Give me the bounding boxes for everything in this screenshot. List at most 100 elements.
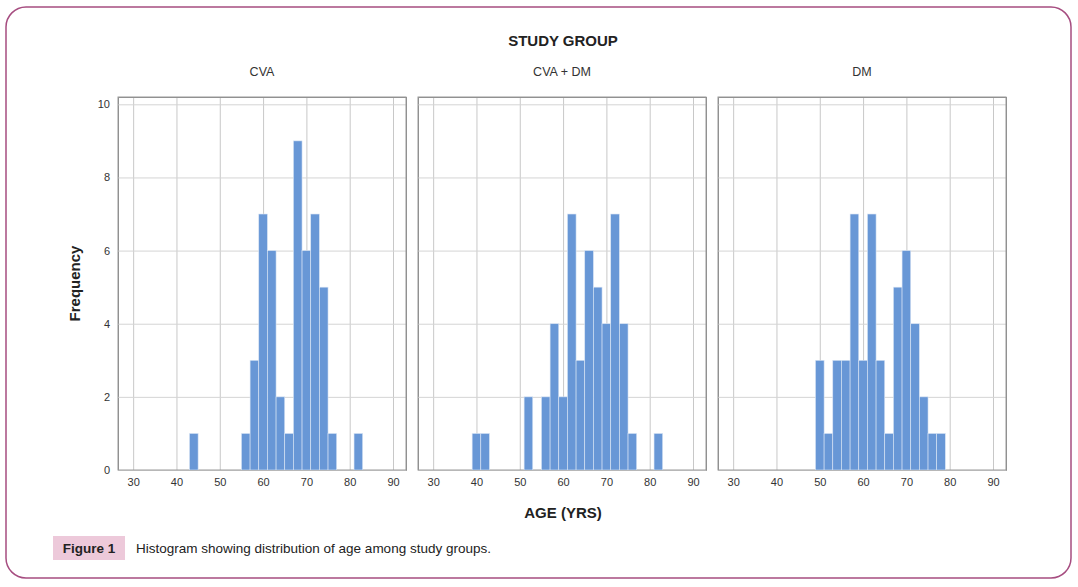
histogram-bar [585,251,594,470]
histogram-bar [619,324,628,470]
y-tick-label: 4 [104,318,110,330]
x-axis: 30405060708090 [419,97,707,488]
y-axis-line [419,98,707,471]
x-grid-line [950,97,951,470]
histogram-bar [267,251,276,470]
super-title: STUDY GROUP [508,32,618,49]
x-grid-line [733,97,734,470]
x-tick: 90 [387,97,399,488]
x-tick-label: 60 [257,476,269,488]
border [6,7,1071,578]
x-tick: 90 [987,97,999,488]
histogram-bar [611,214,620,470]
y-tick [718,251,1006,252]
x-grid-line [133,97,134,470]
x-grid-line [176,97,177,470]
panel-title: CVA + DM [533,65,591,79]
y-grid-line [118,104,406,105]
y-axis-title: Frequency [66,245,83,322]
histogram-bar [833,360,842,470]
histogram-bar [602,324,611,470]
histogram-bar [841,360,850,470]
histogram-bar [593,287,602,470]
histogram-bar [507,470,516,471]
y-axis [418,98,706,471]
x-axis: 30405060708090 [119,97,407,488]
panel: 30405060708090 [718,97,1007,488]
histogram-bar [645,470,654,471]
histogram-bar [311,214,320,470]
histogram-bar [481,433,490,470]
x-tick-label: 70 [901,476,913,488]
y-tick-label: 2 [104,391,110,403]
plot-frame [718,97,1006,470]
histogram-bar [319,287,328,470]
histogram-bar [241,433,250,470]
caption-label-box [53,536,125,560]
x-tick-label: 40 [171,476,183,488]
x-grid-line [220,97,221,470]
histogram-bar [628,433,637,470]
x-axis: 30405060708090 [719,97,1007,488]
histogram-bar [911,324,920,470]
x-tick-label: 90 [987,476,999,488]
y-tick [718,324,1006,325]
x-grid-line [433,97,434,470]
histogram-bar [902,251,911,470]
bars [815,214,945,470]
histogram-bar [354,433,363,470]
histogram-bar [937,433,946,470]
histogram-bar [250,360,259,470]
histogram-bar [515,470,524,471]
x-tick: 40 [471,97,483,488]
x-tick: 30 [428,97,440,488]
x-tick-label: 90 [387,476,399,488]
histogram-bar [919,397,928,470]
y-grid-line [418,324,706,325]
histogram-bar [637,470,646,471]
x-tick: 80 [644,97,656,488]
x-tick-label: 30 [428,476,440,488]
histogram-bar [328,433,337,470]
y-axis: 0246810 [98,98,406,477]
histogram-bar [276,397,285,470]
panel: 30405060708090 [418,97,707,488]
x-grid-line [650,97,651,470]
histogram-bar [189,433,198,470]
x-tick-label: 70 [601,476,613,488]
histogram-bar [233,470,242,471]
x-grid-line [393,97,394,470]
y-tick-label: 6 [104,245,110,257]
x-axis-line [419,97,707,471]
x-tick-label: 80 [944,476,956,488]
histogram-bar [285,433,294,470]
x-tick-label: 80 [644,476,656,488]
x-tick-label: 60 [857,476,869,488]
y-grid-line [118,177,406,178]
histogram-bar [533,470,542,471]
x-tick: 50 [814,97,826,488]
histogram-bar [345,470,354,471]
x-tick-label: 60 [557,476,569,488]
histogram-bar [567,214,576,470]
histogram-bar [893,287,902,470]
plot-frame [418,97,706,470]
panel-title: CVA [250,65,275,79]
x-grid-line [776,97,777,470]
x-grid-line [520,97,521,470]
histogram-bar [576,360,585,470]
histogram-bar [498,470,507,471]
x-tick: 80 [944,97,956,488]
x-tick-label: 90 [687,476,699,488]
y-tick: 4 [104,318,406,330]
x-tick: 80 [344,97,356,488]
y-axis-line [719,98,1007,471]
histogram-bar [541,397,550,470]
y-tick: 10 [98,98,406,110]
x-axis-title: AGE (YRS) [524,504,602,521]
y-tick [418,177,706,178]
x-tick-label: 50 [214,476,226,488]
x-tick: 40 [171,97,183,488]
y-tick: 8 [104,171,406,183]
histogram-bar [876,360,885,470]
